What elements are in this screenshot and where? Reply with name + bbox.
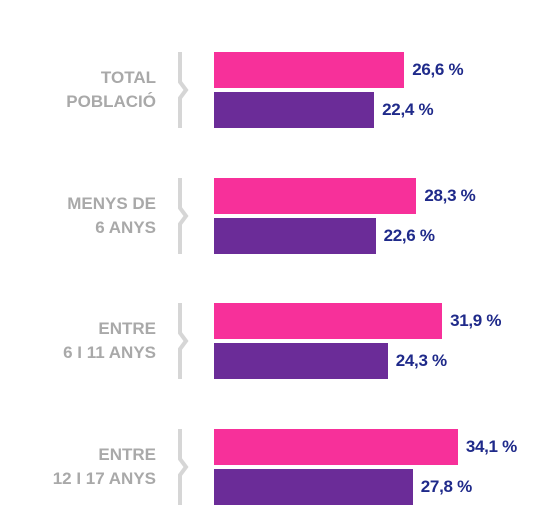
value-label: 31,9 % [450, 311, 502, 330]
bracket [178, 52, 189, 128]
bar [214, 52, 405, 88]
category-label: ENTRE 6 I 11 ANYS [63, 319, 156, 362]
value-label: 34,1 % [465, 436, 517, 456]
category-label: ENTRE 12 I 17 ANYS [52, 444, 156, 488]
bar [214, 428, 458, 465]
value-label: 27,8 % [420, 476, 472, 496]
value-label: 28,3 % [424, 185, 476, 205]
bar [214, 177, 417, 214]
value-label: 24,3 % [395, 351, 447, 370]
bar [214, 468, 413, 505]
bracket [178, 303, 189, 379]
bar [214, 217, 376, 254]
bracket-line [178, 177, 189, 254]
category-label: TOTAL POBLACIÓ [66, 68, 156, 111]
bar [214, 92, 375, 128]
value-label: 22,6 % [383, 225, 435, 245]
value-label: 26,6 % [412, 60, 464, 79]
bracket [178, 177, 189, 254]
bar [214, 303, 443, 339]
bar [214, 343, 388, 379]
category-label: MENYS DE 6 ANYS [67, 193, 156, 237]
value-label: 22,4 % [382, 100, 434, 119]
bracket [178, 428, 189, 505]
bracket-line [178, 303, 189, 379]
bracket-line [178, 52, 189, 128]
bracket-line [178, 428, 189, 505]
